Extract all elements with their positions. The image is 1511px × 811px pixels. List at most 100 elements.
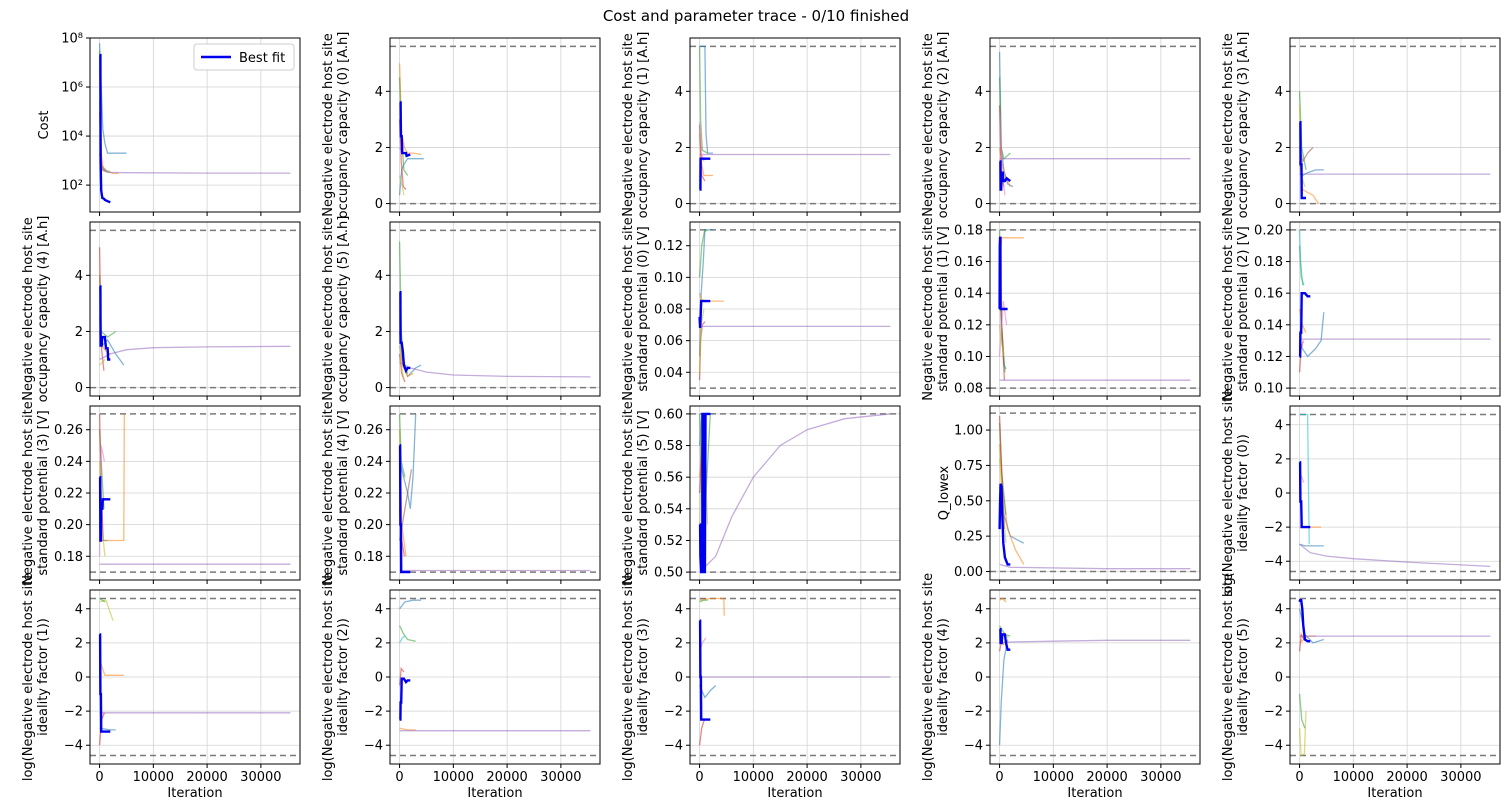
y-tick-label: 0.10 <box>1254 382 1283 397</box>
axes-frame <box>989 221 1201 397</box>
best-fit-line <box>998 483 1011 566</box>
run-trace-2 <box>99 599 114 621</box>
best-fit-line <box>99 285 111 361</box>
run-trace-0 <box>998 639 1009 746</box>
run-trace-0 <box>398 158 424 196</box>
best-fit-line <box>699 157 711 191</box>
y-tick-label: 0 <box>75 381 83 396</box>
y-tick-label: 0.18 <box>1254 255 1283 270</box>
y-tick-label: 0.10 <box>954 350 983 365</box>
y-tick-label: −4 <box>664 739 683 754</box>
run-trace-2 <box>98 275 117 338</box>
run-trace-5 <box>698 719 706 746</box>
run-trace-0 <box>398 413 417 509</box>
y-axis-label: Negative electrode host siteoccupancy ca… <box>921 32 951 219</box>
y-axis-label: Negative electrode host siteoccupancy ca… <box>21 216 51 403</box>
y-tick-label: 2 <box>675 636 683 651</box>
y-tick-label: 0.00 <box>954 565 983 580</box>
run-trace-1 <box>1298 711 1307 757</box>
x-tick-label: 0 <box>1295 770 1303 785</box>
y-tick-label: 2 <box>375 141 383 156</box>
run-trace-0 <box>98 43 127 154</box>
y-tick-label: 0.20 <box>54 518 83 533</box>
y-tick-label: 2 <box>1275 452 1283 467</box>
y-tick-label: 0.12 <box>654 239 683 254</box>
y-tick-label: 0.12 <box>1254 350 1283 365</box>
y-tick-label: 0.20 <box>1254 223 1283 238</box>
best-fit-line <box>98 476 111 542</box>
best-fit-line <box>99 53 111 204</box>
x-axis-label: Iteration <box>767 786 822 801</box>
subplot-0: 10² 10⁴ 10⁶ 10⁸ Cost Best fit <box>37 32 301 216</box>
best-fit-line <box>999 628 1011 651</box>
y-tick-label: 0 <box>1275 197 1283 212</box>
y-tick-label: −2 <box>64 705 83 720</box>
y-tick-label: 10⁶ <box>61 81 83 96</box>
y-tick-label: −2 <box>1264 521 1283 536</box>
axes-frame <box>1289 37 1501 213</box>
y-tick-label: 0.18 <box>354 550 383 565</box>
x-tick-label: 10000 <box>733 770 774 785</box>
y-tick-label: 0.26 <box>354 423 383 438</box>
y-tick-label: 2 <box>975 636 983 651</box>
run-trace-5 <box>1298 632 1305 652</box>
y-tick-label: 0.10 <box>654 271 683 286</box>
y-tick-label: 4 <box>375 85 383 100</box>
run-trace-0 <box>1298 161 1324 177</box>
x-axis-label: Iteration <box>467 786 522 801</box>
run-trace-3 <box>398 119 407 190</box>
run-trace-1 <box>98 659 124 676</box>
y-tick-label: 4 <box>675 602 683 617</box>
x-tick-label: 30000 <box>840 770 881 785</box>
best-fit-line <box>1298 461 1311 529</box>
subplot-grid: 10² 10⁴ 10⁶ 10⁸ Cost Best fit 0 2 4 Negative elec… <box>21 32 1501 801</box>
legend: Best fit <box>193 43 295 71</box>
y-axis-label: Cost <box>37 111 52 140</box>
y-tick-label: 0.08 <box>654 303 683 318</box>
y-tick-label: 4 <box>375 269 383 284</box>
y-tick-label: 4 <box>75 602 83 617</box>
y-tick-label: 0.26 <box>54 423 83 438</box>
x-tick-label: 0 <box>95 770 103 785</box>
y-tick-label: 0.12 <box>954 318 983 333</box>
run-trace-5 <box>398 175 405 196</box>
y-tick-label: 4 <box>75 269 83 284</box>
y-tick-label: 2 <box>675 141 683 156</box>
run-trace-0 <box>99 727 116 731</box>
y-tick-label: 0.60 <box>654 407 683 422</box>
y-tick-label: 0.58 <box>654 439 683 454</box>
axes-frame <box>389 221 601 397</box>
subplot-14: −4 −2 0 2 4 log(Negative electrode host sitei… <box>1221 389 1501 597</box>
subplot-1: 0 2 4 Negative electrode host siteoccupancy… <box>321 32 601 219</box>
axes-frame <box>989 405 1201 581</box>
subplot-17: 0 10000 20000 30000 Iteration −4 −2 0 2 4 log(Nega… <box>621 573 901 801</box>
y-tick-label: 0.56 <box>654 471 683 486</box>
y-tick-label: −4 <box>1264 555 1283 570</box>
run-trace-3 <box>1298 694 1306 729</box>
x-tick-label: 10000 <box>433 770 474 785</box>
y-tick-label: 2 <box>75 636 83 651</box>
y-axis-label: Negative electrode host siteoccupancy ca… <box>321 216 351 403</box>
y-tick-label: 10² <box>61 179 83 194</box>
y-axis-label: Negative electrode host sitestandard pot… <box>621 401 651 584</box>
best-fit-line <box>398 444 411 574</box>
y-tick-label: 2 <box>375 636 383 651</box>
best-fit-line <box>698 619 711 721</box>
y-tick-label: 0.75 <box>954 459 983 474</box>
run-trace-0 <box>699 685 717 699</box>
x-tick-label: 30000 <box>540 770 581 785</box>
run-trace-4 <box>999 563 1191 570</box>
run-trace-4 <box>699 413 891 573</box>
y-axis-label: Negative electrode host sitestandard pot… <box>321 401 351 584</box>
y-tick-label: 0.16 <box>1254 287 1283 302</box>
best-fit-line <box>399 677 411 721</box>
y-tick-label: 0.50 <box>654 566 683 581</box>
run-trace-3 <box>99 597 106 603</box>
axes-frame <box>1289 221 1501 397</box>
x-tick-label: 10000 <box>133 770 174 785</box>
y-axis-label: Negative electrode host siteoccupancy ca… <box>321 32 351 219</box>
